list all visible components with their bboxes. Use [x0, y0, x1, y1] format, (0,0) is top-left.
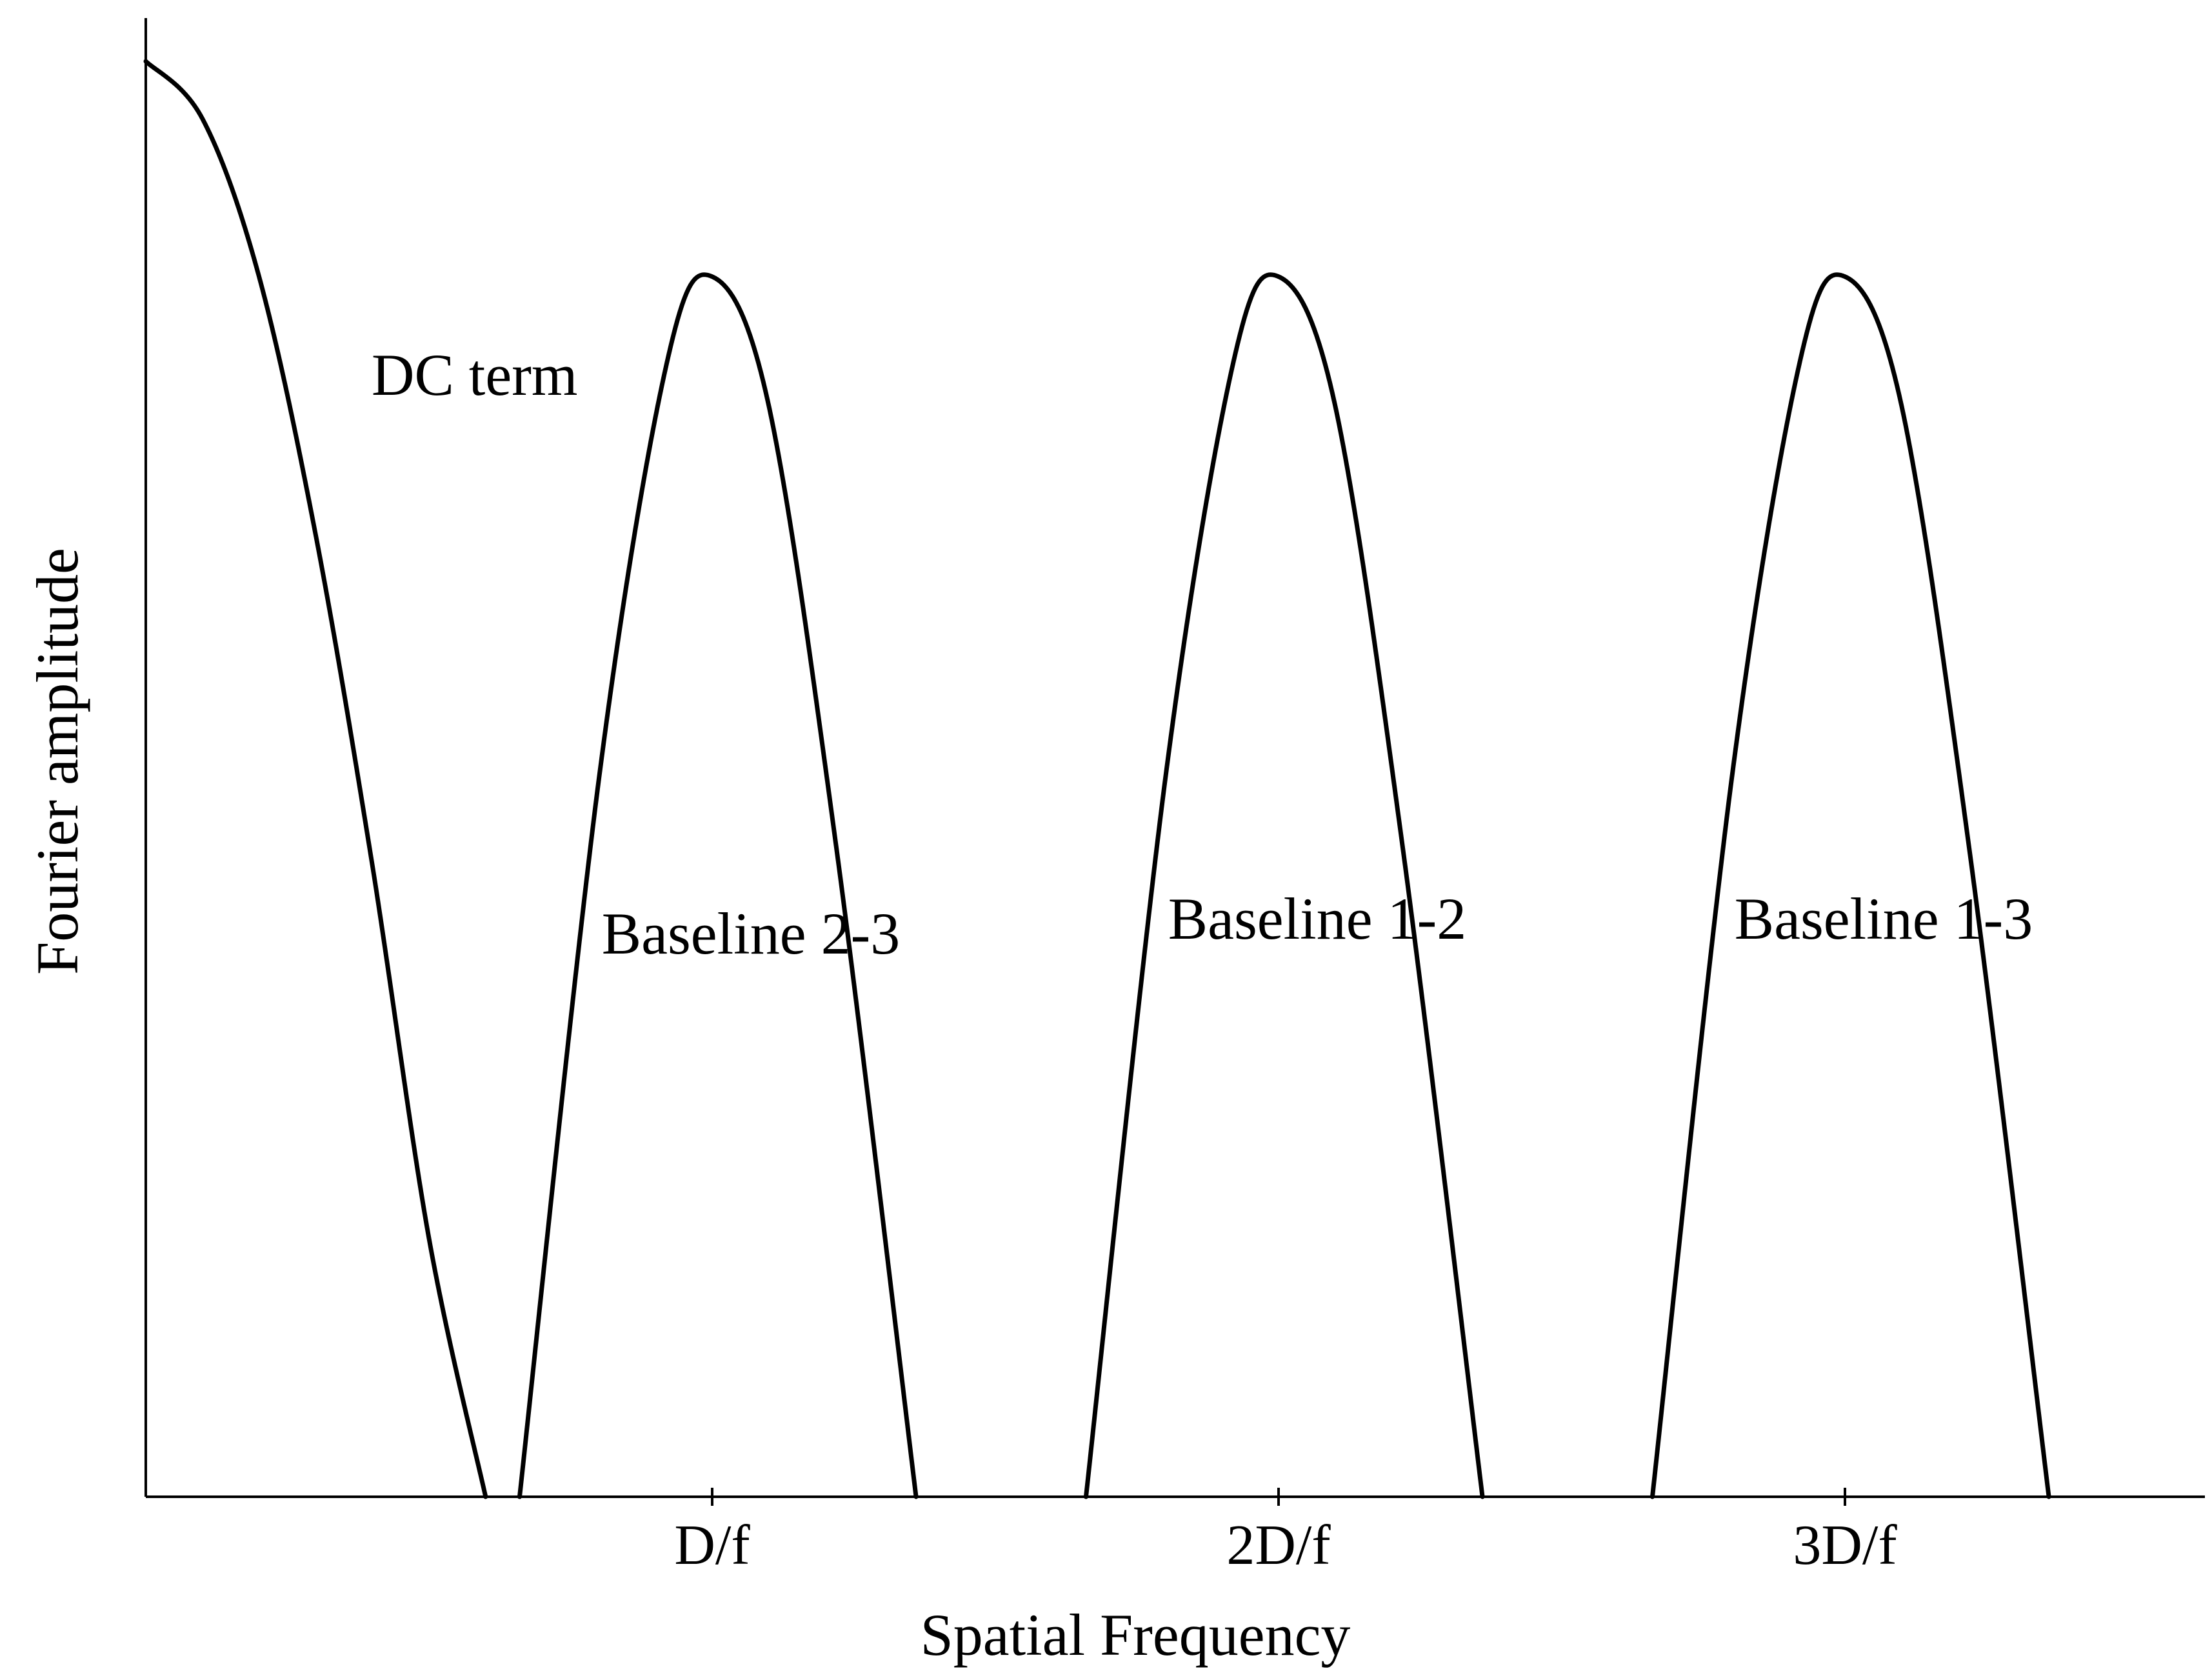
plot-area — [143, 59, 2051, 1499]
series-annotation-2: Baseline 2-3 — [602, 901, 900, 966]
series-curve-1 — [143, 59, 488, 1499]
x-tick-label-2: 2D/f — [1226, 1514, 1331, 1577]
x-tick-label-1: D/f — [674, 1514, 750, 1577]
series-annotation-3: Baseline 1-2 — [1168, 886, 1466, 952]
x-ticks: D/f 2D/f 3D/f — [674, 1488, 1897, 1577]
series-annotation-4: Baseline 1-3 — [1735, 886, 2033, 952]
series-curve-4 — [1649, 272, 2051, 1499]
y-axis-label: Fourier amplitude — [25, 548, 90, 975]
series-curve-3 — [1083, 272, 1485, 1499]
x-tick-label-3: 3D/f — [1793, 1514, 1897, 1577]
annotations: DC term Baseline 2-3 Baseline 1-2 Baseline … — [372, 342, 2033, 966]
series-curve-2 — [517, 272, 919, 1499]
series-annotation-1: DC term — [372, 342, 577, 408]
x-axis-label: Spatial Frequency — [921, 1602, 1351, 1668]
